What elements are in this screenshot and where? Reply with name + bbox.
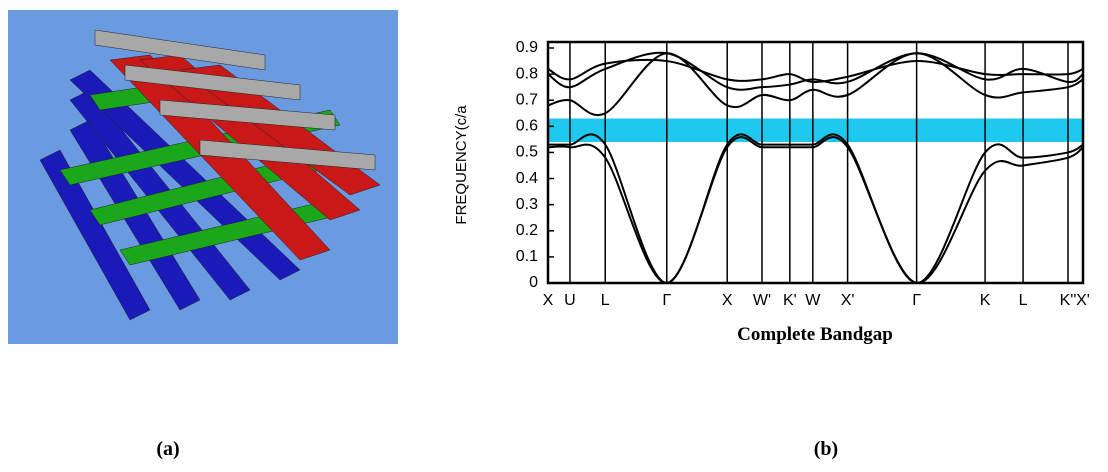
y-tick-label: 0.3 bbox=[516, 196, 538, 213]
x-tick-label: K bbox=[980, 292, 991, 309]
x-tick-label: X bbox=[722, 292, 733, 309]
y-tick-label: 0.5 bbox=[516, 144, 538, 161]
plot-frame bbox=[548, 42, 1083, 283]
band bbox=[548, 134, 1083, 283]
y-tick-label: 0.7 bbox=[516, 91, 538, 108]
panel-label: (b) bbox=[814, 438, 838, 460]
woodpile-illustration bbox=[8, 10, 398, 344]
y-tick-label: 0.9 bbox=[516, 39, 538, 56]
y-tick-label: 0.2 bbox=[516, 222, 538, 239]
x-tick-label: Γ bbox=[662, 292, 671, 309]
figure: (a) (b) FREQUENCY(c/a Complete Bandgap 0… bbox=[0, 0, 1108, 472]
x-tick-label: L bbox=[1019, 292, 1028, 309]
y-tick-label: 0.6 bbox=[516, 118, 538, 135]
x-tick-label: X' bbox=[1076, 292, 1090, 309]
band-gap bbox=[548, 119, 1083, 143]
y-axis-label: FREQUENCY(c/a bbox=[453, 105, 470, 225]
x-axis-label: Complete Bandgap bbox=[737, 324, 893, 345]
band bbox=[548, 137, 1083, 283]
x-tick-label: U bbox=[564, 292, 576, 309]
x-tick-label: K' bbox=[783, 292, 797, 309]
y-tick-label: 0.1 bbox=[516, 248, 538, 265]
x-tick-label: L bbox=[601, 292, 610, 309]
band bbox=[548, 53, 1083, 90]
x-tick-label: X bbox=[543, 292, 554, 309]
page: (a) (b) FREQUENCY(c/a Complete Bandgap 0… bbox=[0, 0, 1108, 472]
panel-label: (a) bbox=[156, 438, 179, 460]
x-tick-label: W bbox=[805, 292, 821, 309]
y-tick-label: 0.4 bbox=[516, 170, 538, 187]
x-tick-label: W' bbox=[753, 292, 771, 309]
y-tick-label: 0 bbox=[529, 274, 538, 291]
x-tick-label: Γ bbox=[912, 292, 921, 309]
x-tick-label: K'' bbox=[1060, 292, 1077, 309]
y-tick-label: 0.8 bbox=[516, 65, 538, 82]
band bbox=[548, 53, 1083, 115]
x-tick-label: X' bbox=[841, 292, 855, 309]
